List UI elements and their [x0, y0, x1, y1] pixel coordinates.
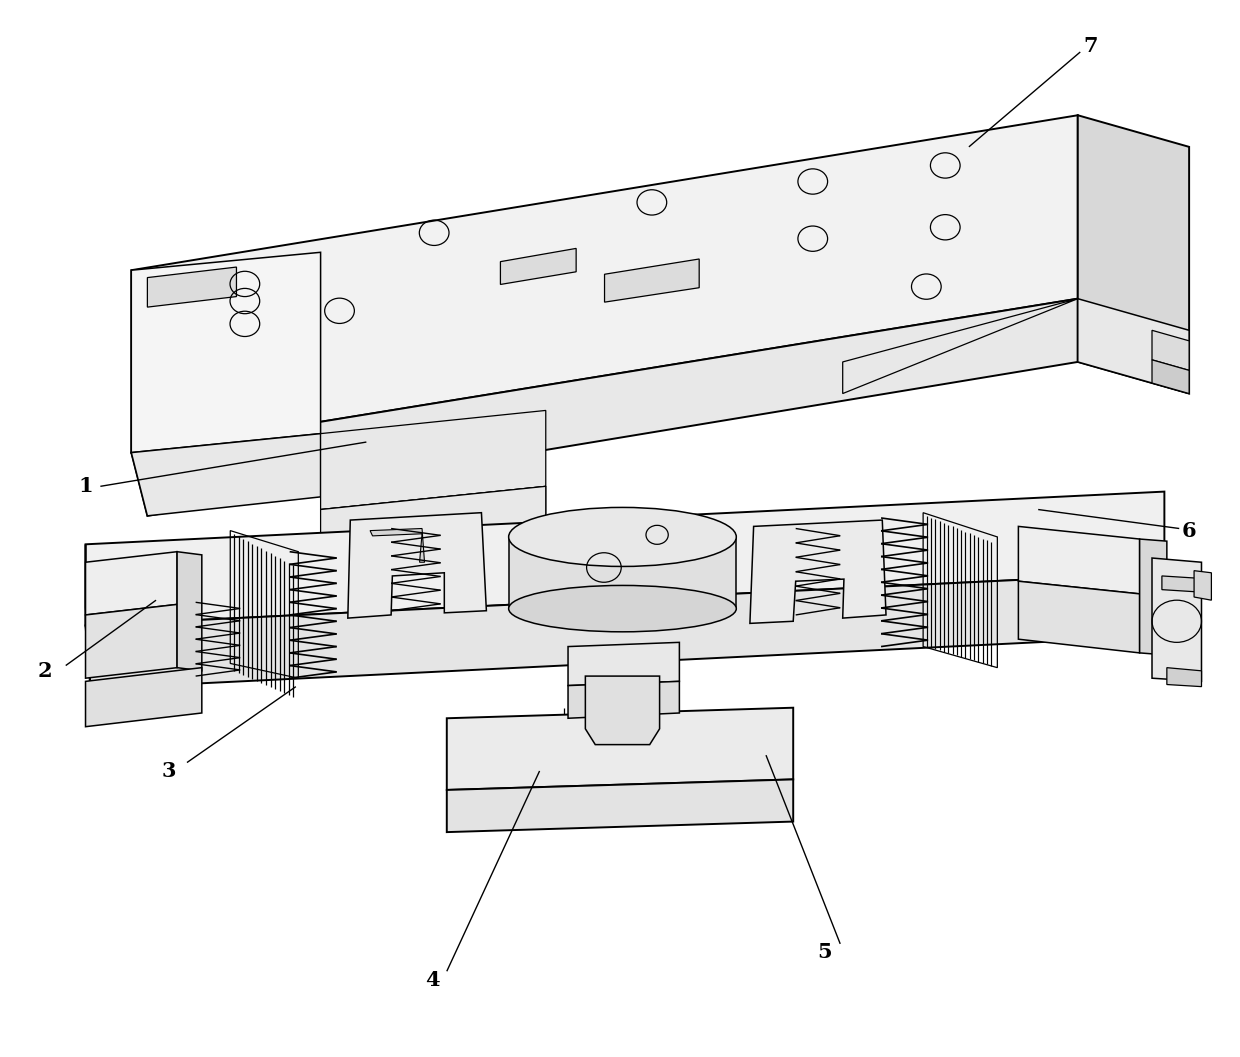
- Polygon shape: [86, 605, 177, 679]
- Polygon shape: [131, 299, 1078, 516]
- Polygon shape: [585, 676, 660, 744]
- Polygon shape: [86, 492, 1164, 626]
- Text: 2: 2: [37, 661, 52, 681]
- Polygon shape: [568, 643, 680, 686]
- Polygon shape: [1152, 359, 1189, 393]
- Polygon shape: [1018, 526, 1140, 594]
- Polygon shape: [321, 410, 546, 509]
- Text: 6: 6: [1182, 521, 1197, 540]
- Polygon shape: [86, 544, 91, 689]
- Polygon shape: [446, 708, 794, 790]
- Polygon shape: [131, 433, 321, 516]
- Polygon shape: [321, 486, 546, 562]
- Polygon shape: [321, 486, 546, 562]
- Polygon shape: [86, 552, 177, 615]
- Text: 1: 1: [78, 477, 93, 497]
- Polygon shape: [750, 520, 887, 624]
- Polygon shape: [501, 248, 577, 284]
- Polygon shape: [370, 528, 424, 562]
- Polygon shape: [1162, 576, 1195, 592]
- Text: 4: 4: [424, 969, 439, 989]
- Text: 5: 5: [817, 942, 832, 962]
- Ellipse shape: [508, 586, 737, 632]
- Polygon shape: [1152, 330, 1189, 370]
- Polygon shape: [508, 537, 737, 609]
- Polygon shape: [843, 299, 1078, 393]
- Polygon shape: [86, 668, 202, 727]
- Polygon shape: [568, 682, 680, 719]
- Polygon shape: [1018, 581, 1140, 653]
- Text: 7: 7: [1083, 36, 1097, 56]
- Polygon shape: [1078, 115, 1189, 393]
- Polygon shape: [131, 115, 1078, 452]
- Polygon shape: [177, 552, 202, 671]
- Polygon shape: [446, 779, 794, 832]
- Text: 3: 3: [161, 761, 176, 781]
- Ellipse shape: [508, 507, 737, 567]
- Polygon shape: [1194, 571, 1211, 600]
- Polygon shape: [605, 259, 699, 302]
- Polygon shape: [1140, 539, 1167, 655]
- Polygon shape: [1152, 558, 1202, 682]
- Polygon shape: [1078, 299, 1189, 393]
- Polygon shape: [131, 253, 321, 452]
- Polygon shape: [148, 267, 237, 308]
- Polygon shape: [347, 513, 486, 618]
- Polygon shape: [86, 573, 1164, 689]
- Polygon shape: [1167, 668, 1202, 687]
